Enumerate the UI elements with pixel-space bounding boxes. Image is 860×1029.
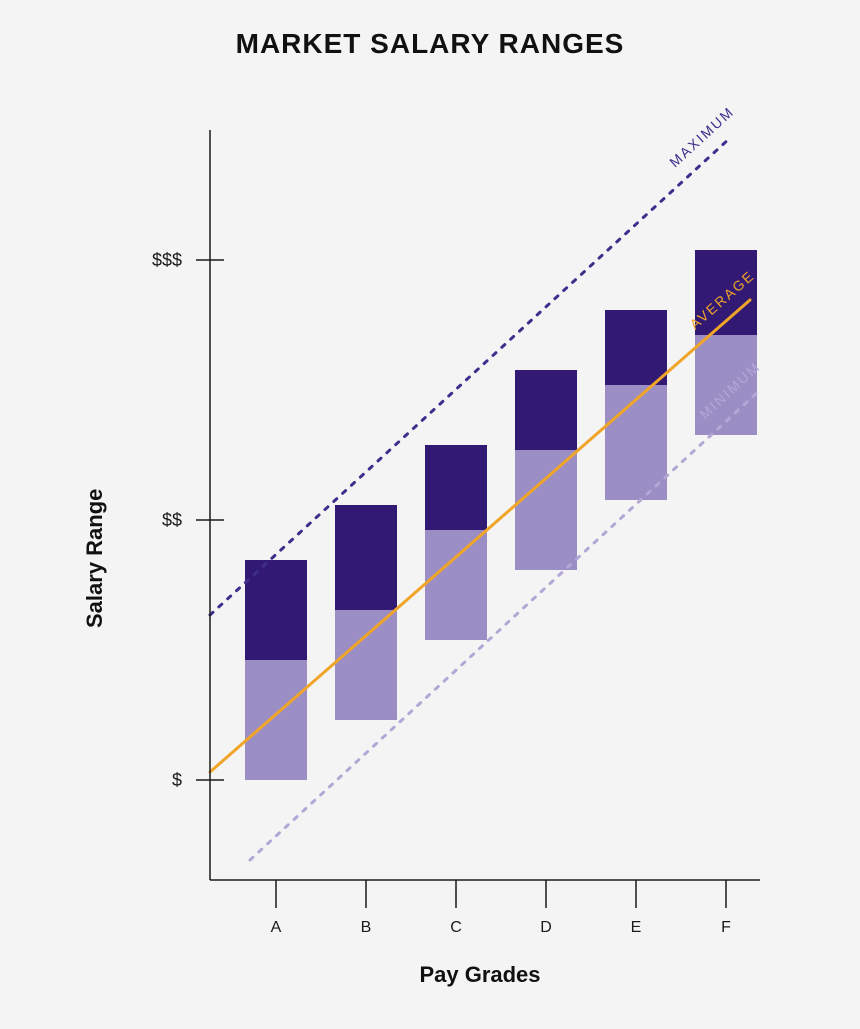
x-axis-label: Pay Grades <box>210 962 750 988</box>
bar-upper <box>425 445 487 530</box>
x-tick-label: E <box>631 919 642 936</box>
bar-lower <box>245 660 307 780</box>
y-tick-label: $ <box>172 770 182 790</box>
bar-lower <box>335 610 397 720</box>
trend-label: MAXIMUM <box>666 103 737 170</box>
x-tick-label: A <box>271 919 282 936</box>
trend-line <box>250 390 760 860</box>
bar-upper <box>335 505 397 610</box>
chart-svg: MAXIMUMMINIMUMAVERAGE$$$$$$ABCDEF <box>0 0 860 1029</box>
chart-frame: MARKET SALARY RANGES MAXIMUMMINIMUMAVERA… <box>0 0 860 1029</box>
bar-upper <box>605 310 667 385</box>
x-tick-label: B <box>361 919 372 936</box>
y-tick-label: $$ <box>162 510 182 530</box>
y-tick-label: $$$ <box>152 250 182 270</box>
bar-upper <box>515 370 577 450</box>
y-axis-label: Salary Range <box>82 428 108 628</box>
bar-lower <box>515 450 577 570</box>
x-tick-label: D <box>540 919 552 936</box>
trend-line <box>210 300 750 772</box>
bar-lower <box>425 530 487 640</box>
x-tick-label: C <box>450 919 462 936</box>
x-tick-label: F <box>721 919 731 936</box>
